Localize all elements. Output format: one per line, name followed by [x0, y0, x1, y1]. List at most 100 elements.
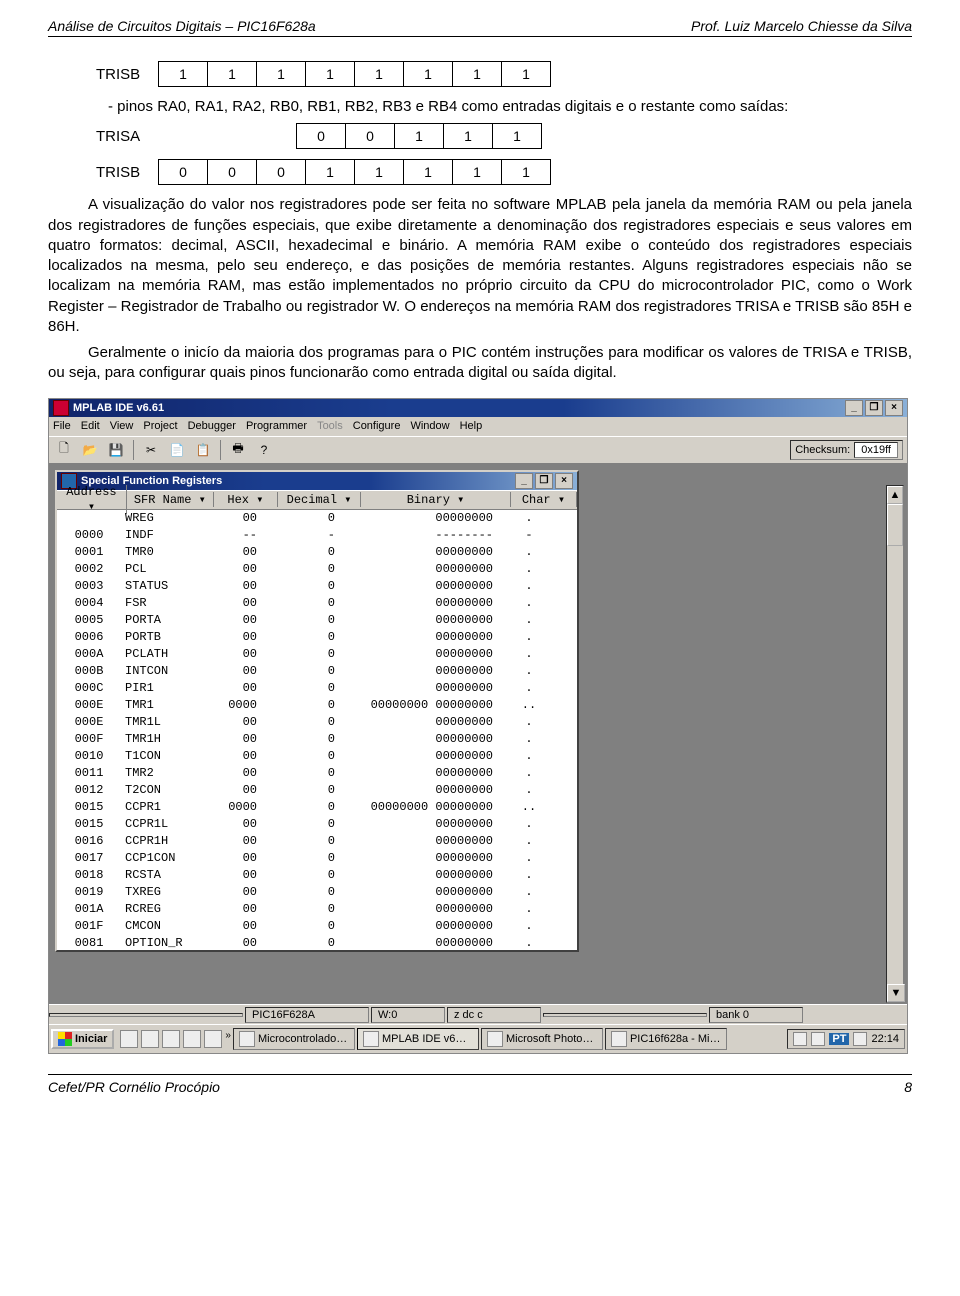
table-row[interactable]: 000BINTCON00000000000. [57, 663, 577, 680]
table-row[interactable]: 001FCMCON00000000000. [57, 918, 577, 935]
table-row[interactable]: 0017CCP1CON00000000000. [57, 850, 577, 867]
sfr-column-header[interactable]: Address ▾SFR Name ▾Hex ▾Decimal ▾Binary … [57, 490, 577, 510]
scroll-up-icon[interactable]: ▲ [887, 486, 903, 504]
bit-cell: 1 [453, 160, 502, 185]
scroll-down-icon[interactable]: ▼ [887, 984, 905, 1002]
open-icon[interactable]: 📂 [79, 440, 101, 460]
col-address[interactable]: Address ▾ [57, 485, 127, 514]
table-row[interactable]: 0006PORTB00000000000. [57, 629, 577, 646]
minimize-button[interactable]: _ [515, 473, 533, 489]
ql-icon[interactable] [141, 1030, 159, 1048]
task-icon [239, 1031, 255, 1047]
ql-icon[interactable] [183, 1030, 201, 1048]
table-row[interactable]: 0005PORTA00000000000. [57, 612, 577, 629]
systray[interactable]: PT 22:14 [787, 1029, 905, 1049]
table-row[interactable]: 0001TMR000000000000. [57, 544, 577, 561]
menu-file[interactable]: File [53, 420, 71, 432]
ql-icon[interactable] [120, 1030, 138, 1048]
table-row[interactable]: 000APCLATH00000000000. [57, 646, 577, 663]
menu-help[interactable]: Help [460, 420, 483, 432]
print-icon[interactable]: 🖶 [227, 440, 249, 460]
table-row[interactable]: 0018RCSTA00000000000. [57, 867, 577, 884]
col-sfr-name[interactable]: SFR Name ▾ [127, 492, 214, 507]
ql-icon[interactable] [162, 1030, 180, 1048]
cut-icon[interactable]: ✂ [140, 440, 162, 460]
cell: 000E [57, 698, 121, 712]
mdi-area: Special Function Registers _ ❐ × Address… [49, 464, 907, 1004]
table-row[interactable]: 000FTMR1H00000000000. [57, 731, 577, 748]
table-row[interactable]: WREG00000000000. [57, 510, 577, 527]
taskbar-button[interactable]: Microcontrolado… [233, 1028, 355, 1050]
cell: 00 [203, 919, 261, 933]
minimize-button[interactable]: _ [845, 400, 863, 416]
menu-tools[interactable]: Tools [317, 420, 343, 432]
table-row[interactable]: 000CPIR100000000000. [57, 680, 577, 697]
ql-expand[interactable]: » [225, 1030, 231, 1048]
table-row[interactable]: 0015CCPR10000000000000 00000000.. [57, 799, 577, 816]
col-char[interactable]: Char ▾ [511, 492, 577, 507]
table-row[interactable]: 0011TMR200000000000. [57, 765, 577, 782]
cell: T2CON [121, 783, 203, 797]
table-row[interactable]: 0010T1CON00000000000. [57, 748, 577, 765]
help-icon[interactable]: ? [253, 440, 275, 460]
tray-clock: 22:14 [871, 1033, 899, 1045]
cell: 00000000 [339, 851, 497, 865]
cell: PCLATH [121, 647, 203, 661]
mdi-scrollbar[interactable]: ▲ ▼ [886, 485, 904, 1003]
table-row[interactable]: 0016CCPR1H00000000000. [57, 833, 577, 850]
tray-icon[interactable] [793, 1032, 807, 1046]
table-row[interactable]: 000ETMR1L00000000000. [57, 714, 577, 731]
main-titlebar[interactable]: MPLAB IDE v6.61 _ ❐ × [49, 399, 907, 417]
table-row[interactable]: 001ARCREG00000000000. [57, 901, 577, 918]
menu-configure[interactable]: Configure [353, 420, 401, 432]
new-icon[interactable]: 🗋 [53, 440, 75, 460]
col-binary[interactable]: Binary ▾ [361, 492, 511, 507]
table-row[interactable]: 0019TXREG00000000000. [57, 884, 577, 901]
tray-icon[interactable] [853, 1032, 867, 1046]
bit-cell: 1 [355, 160, 404, 185]
start-button[interactable]: Iniciar [51, 1029, 114, 1049]
windows-flag-icon [58, 1032, 72, 1046]
ql-icon[interactable] [204, 1030, 222, 1048]
scroll-thumb[interactable] [887, 504, 903, 546]
menu-project[interactable]: Project [143, 420, 177, 432]
col-hex[interactable]: Hex ▾ [214, 492, 278, 507]
maximize-button[interactable]: ❐ [535, 473, 553, 489]
table-row[interactable]: 0004FSR00000000000. [57, 595, 577, 612]
bits-table: 00011111 [158, 159, 551, 185]
close-button[interactable]: × [555, 473, 573, 489]
table-row[interactable]: 0081OPTION_R00000000000. [57, 935, 577, 950]
table-row[interactable]: 0012T2CON00000000000. [57, 782, 577, 799]
cell: 00 [203, 766, 261, 780]
cell: .. [497, 800, 561, 814]
sfr-body[interactable]: WREG00000000000.0000INDF------------0001… [57, 510, 577, 950]
copy-icon[interactable]: 📄 [166, 440, 188, 460]
tray-icon[interactable] [811, 1032, 825, 1046]
menu-programmer[interactable]: Programmer [246, 420, 307, 432]
cell: PORTA [121, 613, 203, 627]
menu-edit[interactable]: Edit [81, 420, 100, 432]
taskbar-button[interactable]: Microsoft Photo… [481, 1028, 603, 1050]
close-button[interactable]: × [885, 400, 903, 416]
sfr-title: Special Function Registers [81, 475, 515, 487]
cell: 000C [57, 681, 121, 695]
table-row[interactable]: 0015CCPR1L00000000000. [57, 816, 577, 833]
paste-icon[interactable]: 📋 [192, 440, 214, 460]
cell: 00 [203, 545, 261, 559]
menu-view[interactable]: View [110, 420, 134, 432]
taskbar-button[interactable]: MPLAB IDE v6… [357, 1028, 479, 1050]
menu-debugger[interactable]: Debugger [188, 420, 236, 432]
maximize-button[interactable]: ❐ [865, 400, 883, 416]
save-icon[interactable]: 💾 [105, 440, 127, 460]
table-row[interactable]: 0002PCL00000000000. [57, 561, 577, 578]
tray-lang[interactable]: PT [829, 1033, 849, 1045]
col-decimal[interactable]: Decimal ▾ [278, 492, 361, 507]
table-row[interactable]: 0000INDF------------ [57, 527, 577, 544]
bit-cell: 1 [502, 160, 551, 185]
taskbar-button[interactable]: PIC16f628a - Mi… [605, 1028, 727, 1050]
table-row[interactable]: 0003STATUS00000000000. [57, 578, 577, 595]
table-row[interactable]: 000ETMR10000000000000 00000000.. [57, 697, 577, 714]
cell: . [497, 817, 561, 831]
menu-window[interactable]: Window [410, 420, 449, 432]
sfr-titlebar[interactable]: Special Function Registers _ ❐ × [57, 472, 577, 490]
